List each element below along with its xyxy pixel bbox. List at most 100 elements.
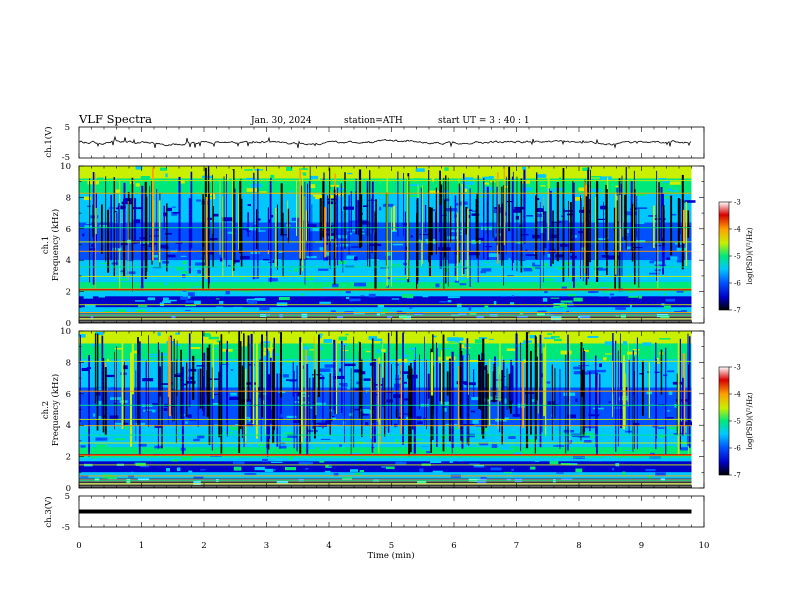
spectrogram-cell <box>326 195 337 199</box>
spectrogram-cell <box>344 363 356 367</box>
sferic-streak <box>660 349 663 395</box>
spectrogram-cell <box>300 427 307 429</box>
spectrogram-cell <box>381 466 390 468</box>
sferic-streak <box>550 190 552 267</box>
spectrogram-cell <box>198 281 206 284</box>
sferic-streak <box>358 351 361 419</box>
spectrogram-cell <box>230 369 234 371</box>
spectrogram-cell <box>138 443 147 447</box>
spectrogram-cell <box>447 236 459 240</box>
spectrogram-cell <box>208 336 219 340</box>
spectrogram-cell <box>273 273 276 275</box>
spectrogram-cell <box>191 333 200 337</box>
sferic-streak <box>475 199 477 243</box>
spectrogram-cell <box>387 316 393 319</box>
spectrogram-cell <box>444 167 449 171</box>
spectrogram-cell <box>338 336 347 341</box>
sferic-streak <box>350 368 352 455</box>
spectrogram-cell <box>395 272 405 275</box>
spectrogram-cell <box>482 176 493 180</box>
spectrogram-cell <box>595 218 605 220</box>
spectrogram-cell <box>438 356 441 361</box>
spectrogram-cell <box>346 255 356 260</box>
spectrogram-band <box>79 447 692 457</box>
sferic-streak <box>101 335 104 416</box>
spectrogram-cell <box>603 199 607 202</box>
spectrogram-cell <box>511 295 515 297</box>
spectrogram-cell <box>135 166 143 170</box>
sferic-streak <box>361 359 363 438</box>
sferic-streak <box>382 377 384 407</box>
spectrogram-cell <box>559 177 562 179</box>
spectrogram-cell <box>511 468 514 471</box>
spectrogram-cell <box>391 263 401 266</box>
sferic-streak <box>682 353 686 435</box>
ch1-frequency-ticks: 0 2 4 6 8 10 <box>60 162 704 329</box>
spectrogram-cell <box>395 278 408 281</box>
spectrogram-cell <box>338 260 347 264</box>
sferic-streak <box>391 364 392 426</box>
spectrogram-cell <box>395 336 407 340</box>
frequency-tick-label: 0 <box>66 484 71 494</box>
spectrogram-cell <box>79 334 86 338</box>
spectrogram-cell <box>289 432 295 436</box>
spectrogram-cell <box>618 206 630 210</box>
spectrogram-cell <box>501 256 512 259</box>
spectrogram-cell <box>188 470 193 474</box>
spectrogram-cell <box>256 339 261 343</box>
spectrogram-cell <box>436 421 447 424</box>
sferic-streak <box>311 204 313 257</box>
sferic-streak <box>127 191 130 240</box>
spectrogram-cell <box>240 255 250 260</box>
spectrogram-cell <box>603 395 607 400</box>
spectrogram-cell <box>159 167 168 171</box>
spectrogram-cell <box>244 473 257 475</box>
spectrogram-cell <box>481 268 492 272</box>
spectrogram-cell <box>336 316 343 319</box>
spectrogram-cell <box>496 346 508 349</box>
spectrogram-cell <box>573 197 583 201</box>
sferic-streak <box>634 356 635 394</box>
spectrogram-cell <box>468 306 472 311</box>
spectrogram-cell <box>250 251 260 255</box>
spectrogram-cell <box>213 343 221 345</box>
spectrogram-cell <box>416 255 423 258</box>
spectrogram-cell <box>107 475 117 480</box>
sferic-streak <box>168 336 171 417</box>
spectrogram-cell <box>354 256 358 261</box>
sferic-streak <box>118 203 120 249</box>
spectrogram-cell <box>676 259 682 263</box>
spectrogram-cell <box>195 262 206 266</box>
spectrogram-cell <box>439 301 447 303</box>
spectrogram-cell <box>473 366 479 369</box>
spectrogram-cell <box>234 259 240 263</box>
spectrogram-cell <box>219 363 229 365</box>
spectrogram-cell <box>631 409 642 412</box>
sferic-streak <box>212 206 214 268</box>
spectrogram-cell <box>428 399 440 403</box>
sferic-streak <box>307 183 308 252</box>
spectrogram-cell <box>386 399 393 403</box>
spectrogram-cell <box>503 471 513 474</box>
sferic-streak <box>411 368 413 419</box>
spectrogram-cell <box>387 368 394 371</box>
sferic-streak <box>299 337 302 454</box>
spectrogram-cell <box>519 283 529 286</box>
sferic-streak <box>420 187 422 241</box>
spectrogram-cell <box>586 281 594 284</box>
spectral-line <box>79 480 692 482</box>
spectrogram-cell <box>549 460 559 465</box>
spectrogram-cell <box>459 280 467 283</box>
spectrogram-cell <box>319 377 325 380</box>
sferic-streak <box>344 172 346 249</box>
ch1-ylabel: ch.1(V) <box>43 126 54 157</box>
spectrogram-cell <box>410 235 413 238</box>
spectrogram-cell <box>352 233 358 235</box>
ch2-colorbar-ticks: -3 -4 -5 -6 -7 <box>729 364 741 480</box>
spectrogram-cell <box>508 259 515 261</box>
spectrogram-cell <box>137 476 150 481</box>
sferic-streak <box>329 373 331 436</box>
spectrogram-cell <box>174 254 178 257</box>
sferic-streak <box>232 170 234 277</box>
sferic-streak <box>585 196 588 285</box>
